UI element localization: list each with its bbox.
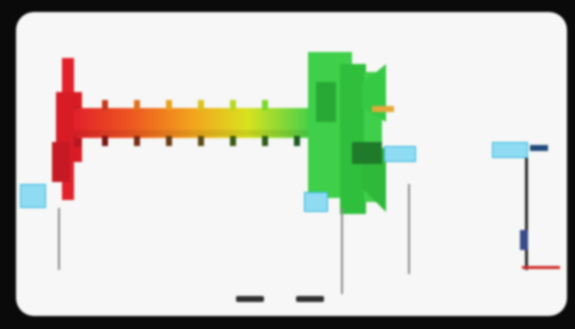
gradient-rod	[74, 108, 314, 138]
heat-model-drawing	[52, 52, 560, 270]
probe-assembly	[520, 145, 560, 270]
label-tag-left[interactable]	[20, 184, 46, 208]
leader-line-left	[58, 208, 60, 270]
leader-line-right	[408, 184, 410, 274]
leader-line-middle	[341, 208, 343, 294]
footer-control-left[interactable]	[236, 296, 264, 302]
label-tag-right-a[interactable]	[384, 146, 416, 162]
rod-fins	[102, 100, 300, 146]
footer-control-right[interactable]	[296, 296, 324, 302]
label-tag-right-b[interactable]	[492, 142, 528, 158]
viewport[interactable]	[16, 12, 567, 316]
label-tag-middle[interactable]	[304, 192, 328, 212]
right-housing	[308, 52, 394, 214]
